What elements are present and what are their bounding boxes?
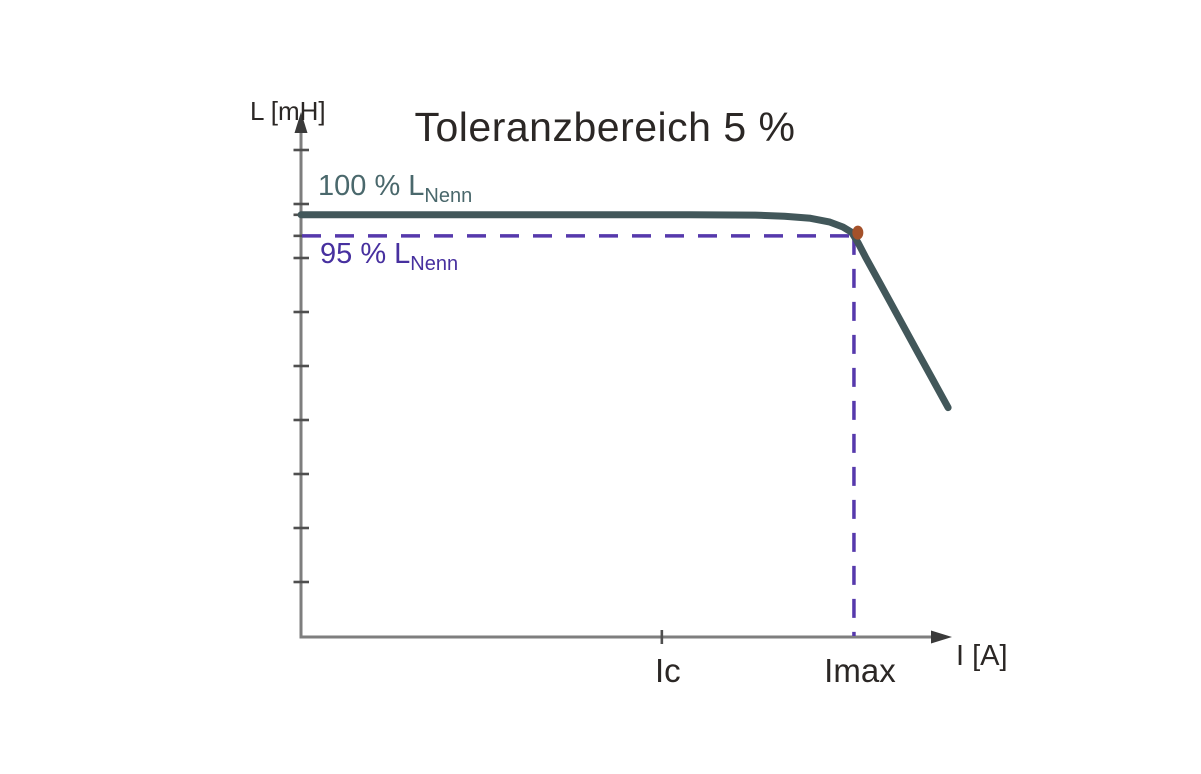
tolerance-point-marker (852, 225, 864, 240)
x-axis-arrow-icon (931, 630, 952, 644)
y-axis-label: L [mH] (250, 96, 326, 126)
inductance-curve (297, 211, 952, 412)
y-axis-arrow-icon (294, 112, 308, 133)
chart-title: Toleranzbereich 5 % (414, 104, 796, 150)
tolerance-inductance-label: 95 % LNenn (320, 238, 458, 276)
nominal-inductance-subscript: Nenn (424, 184, 473, 207)
tolerance-inductance-subscript: Nenn (410, 252, 459, 275)
x-tick-label: Imax (824, 652, 896, 689)
tolerance-inductance-text: 95 % L (320, 238, 411, 270)
nominal-inductance-text: 100 % L (318, 170, 425, 202)
nominal-inductance-label: 100 % LNenn (318, 170, 472, 208)
x-axis-label: I [A] (956, 640, 1008, 672)
x-tick-label: Ic (655, 652, 681, 689)
